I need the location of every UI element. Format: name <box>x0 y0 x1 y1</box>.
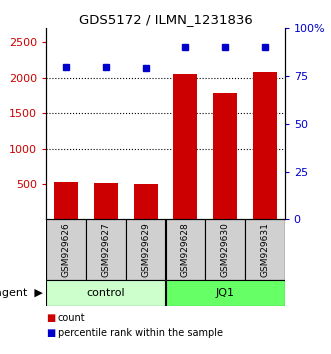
Bar <box>54 182 78 219</box>
Text: ■: ■ <box>46 313 56 323</box>
Bar <box>253 72 277 219</box>
Text: ■: ■ <box>46 328 56 338</box>
Bar <box>94 183 118 219</box>
Bar <box>166 219 205 280</box>
Text: agent  ▶: agent ▶ <box>0 288 43 298</box>
Text: GSM929627: GSM929627 <box>101 222 111 277</box>
Text: control: control <box>87 288 125 298</box>
Text: percentile rank within the sample: percentile rank within the sample <box>58 328 223 338</box>
Text: GSM929628: GSM929628 <box>181 222 190 277</box>
Text: GSM929630: GSM929630 <box>220 222 230 277</box>
Title: GDS5172 / ILMN_1231836: GDS5172 / ILMN_1231836 <box>79 13 252 26</box>
Bar <box>126 219 166 280</box>
Bar <box>205 219 245 280</box>
Bar <box>86 219 126 280</box>
Bar <box>46 280 166 306</box>
Bar <box>46 219 86 280</box>
Bar <box>173 74 197 219</box>
Text: count: count <box>58 313 85 323</box>
Text: GSM929629: GSM929629 <box>141 222 150 277</box>
Bar <box>213 93 237 219</box>
Bar <box>166 280 285 306</box>
Text: JQ1: JQ1 <box>215 288 235 298</box>
Bar <box>134 184 158 219</box>
Text: GSM929626: GSM929626 <box>62 222 71 277</box>
Bar <box>245 219 285 280</box>
Text: GSM929631: GSM929631 <box>260 222 269 277</box>
